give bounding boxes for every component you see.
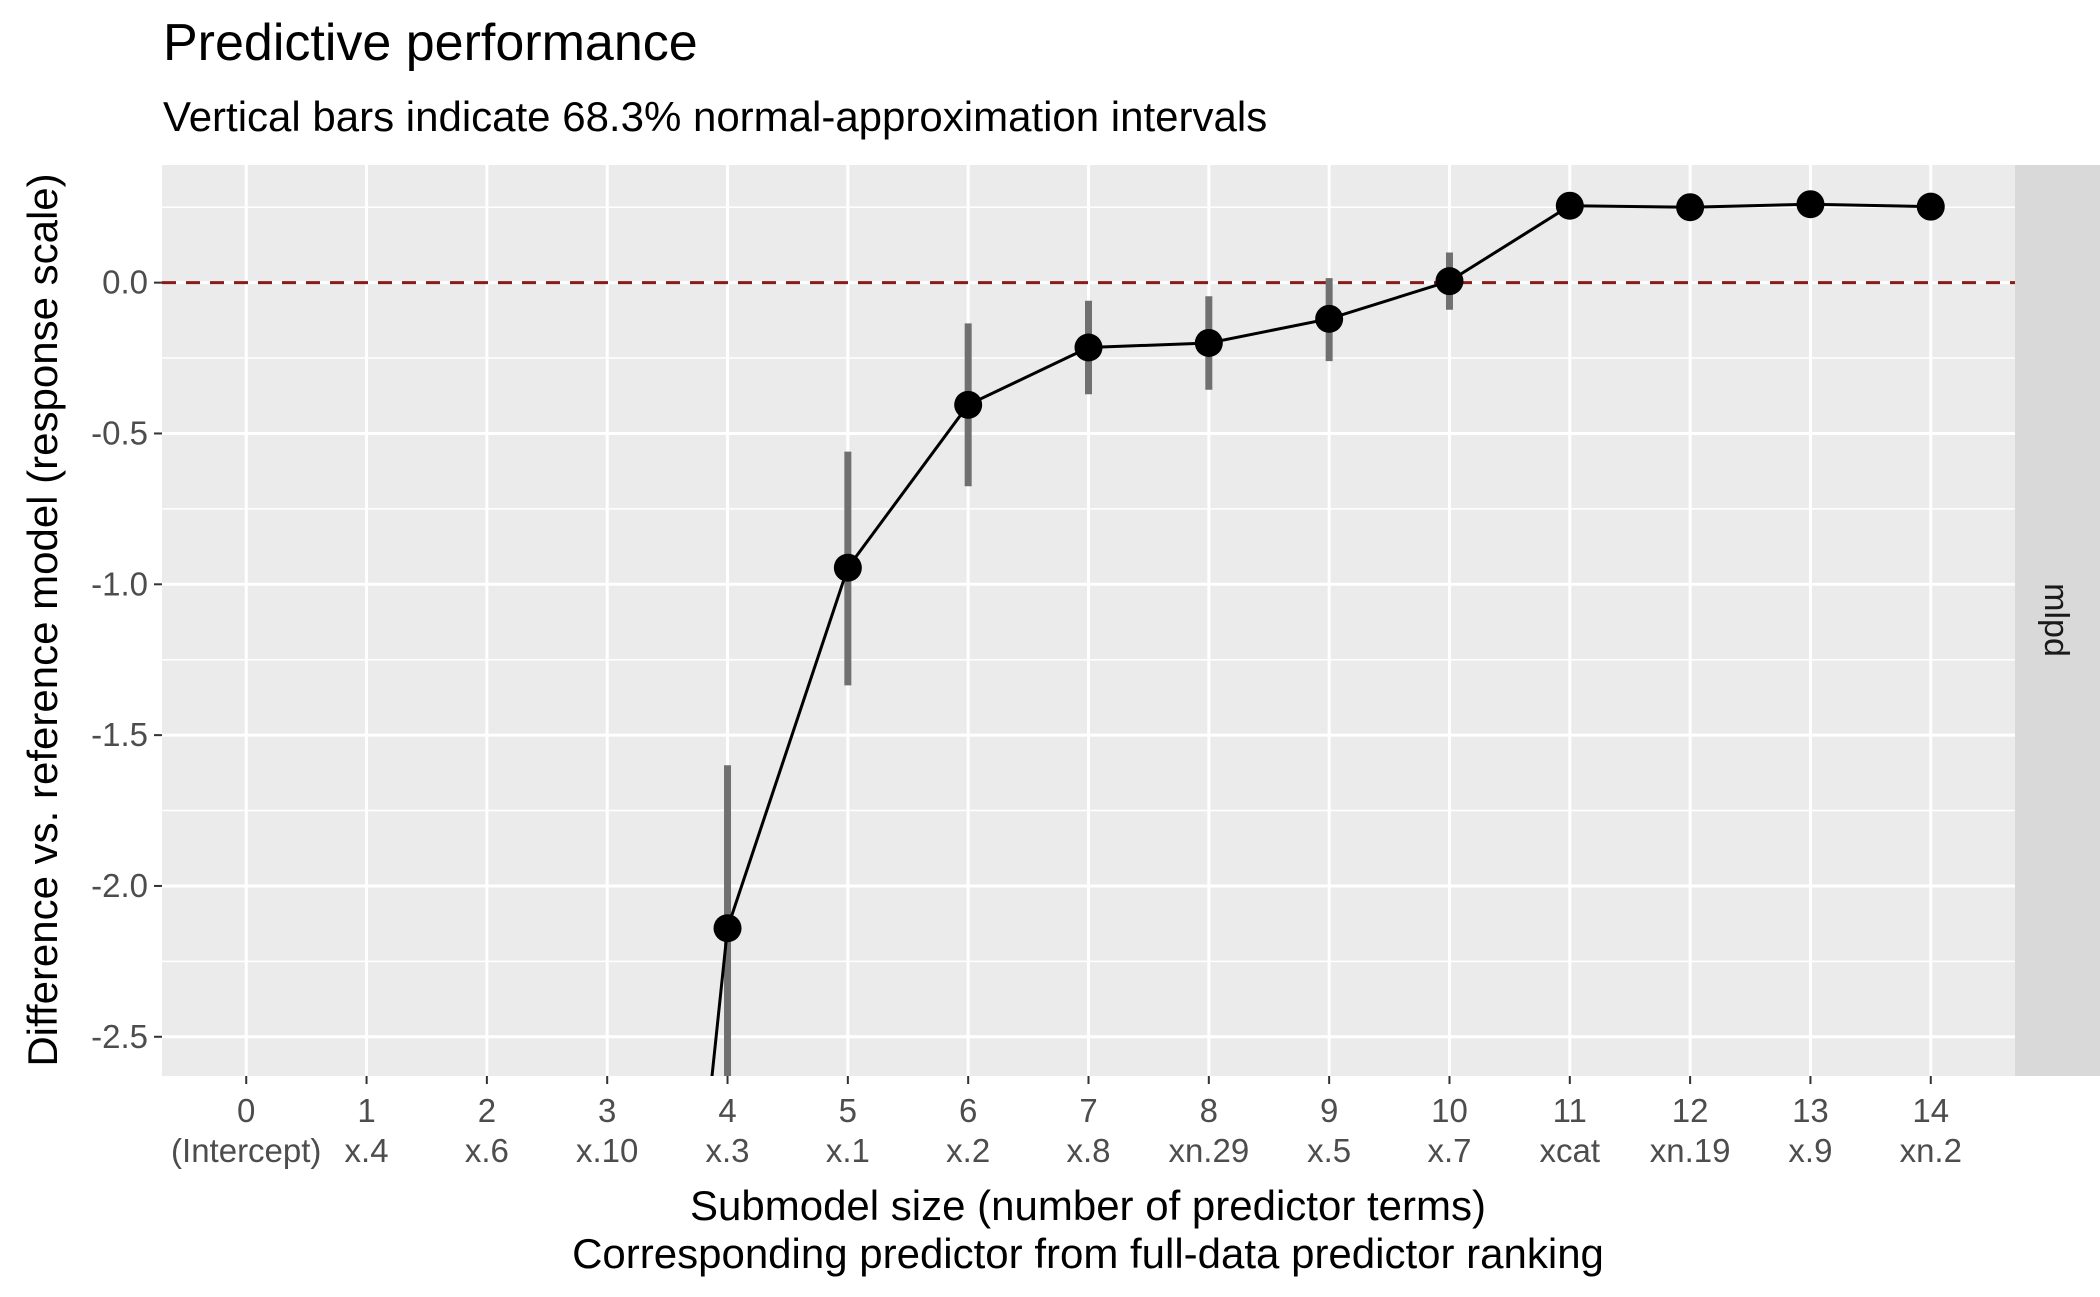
x-tick-label: 12 [1672,1092,1709,1129]
y-tick-label: -2.5 [91,1018,148,1055]
chart-title: Predictive performance [163,14,698,72]
x-axis-ticks: 0(Intercept)1x.42x.63x.104x.35x.16x.27x.… [171,1076,1962,1169]
facet-strip-label: mlpd [2037,583,2075,657]
chart-subtitle: Vertical bars indicate 68.3% normal-appr… [163,93,1267,140]
x-predictor-label: x.9 [1788,1132,1832,1169]
y-tick-label: -1.5 [91,716,148,753]
series-line [710,202,1931,1076]
major-gridlines [162,165,2015,1076]
data-point [1916,192,1945,221]
y-tick-label: -1.0 [91,565,148,602]
data-point [713,914,742,943]
x-tick-label: 2 [478,1092,496,1129]
x-tick-label: 3 [598,1092,616,1129]
x-axis-title: Submodel size (number of predictor terms… [690,1182,1486,1229]
y-axis-ticks: 0.0 -0.5 -1.0 -1.5 -2.0 -2.5 [91,264,162,1055]
x-tick-label: 5 [839,1092,857,1129]
x-predictor-label: x.7 [1427,1132,1471,1169]
x-predictor-label: x.6 [465,1132,509,1169]
x-predictor-label: x.2 [946,1132,990,1169]
y-axis-title: Difference vs. reference model (response… [19,173,66,1066]
x-tick-label: 9 [1320,1092,1338,1129]
x-predictor-label: x.8 [1066,1132,1110,1169]
x-predictor-label: x.10 [576,1132,638,1169]
x-tick-label: 7 [1079,1092,1097,1129]
facet-strip [2015,165,2100,1076]
series-line-group [710,202,1931,1076]
x-predictor-label: x.1 [826,1132,870,1169]
x-predictor-label: x.4 [345,1132,389,1169]
data-point [1555,191,1584,220]
x-tick-label: 10 [1431,1092,1468,1129]
x-predictor-label: xn.2 [1900,1132,1962,1169]
x-predictor-label: xcat [1540,1132,1601,1169]
data-point [1315,304,1344,333]
x-predictor-label: xn.29 [1168,1132,1249,1169]
x-tick-label: 1 [357,1092,375,1129]
data-point [1074,333,1103,362]
y-tick-label: -2.0 [91,867,148,904]
x-tick-label: 0 [237,1092,255,1129]
x-tick-label: 11 [1553,1092,1587,1129]
data-point [1676,193,1705,222]
data-point [1435,267,1464,296]
x-axis-subtitle: Corresponding predictor from full-data p… [572,1230,1604,1277]
x-tick-label: 8 [1200,1092,1218,1129]
x-tick-label: 13 [1792,1092,1829,1129]
y-tick-label: 0.0 [102,264,148,301]
x-tick-label: 6 [959,1092,977,1129]
x-tick-label: 14 [1912,1092,1949,1129]
data-point [1194,328,1223,357]
x-predictor-label: x.3 [706,1132,750,1169]
data-points [713,190,1945,943]
y-tick-label: -0.5 [91,414,148,451]
data-point [1796,190,1825,219]
x-predictor-label: xn.19 [1650,1132,1731,1169]
x-tick-label: 4 [718,1092,736,1129]
x-predictor-label: (Intercept) [171,1132,321,1169]
x-predictor-label: x.5 [1307,1132,1351,1169]
data-point [833,553,862,582]
data-point [954,390,983,419]
